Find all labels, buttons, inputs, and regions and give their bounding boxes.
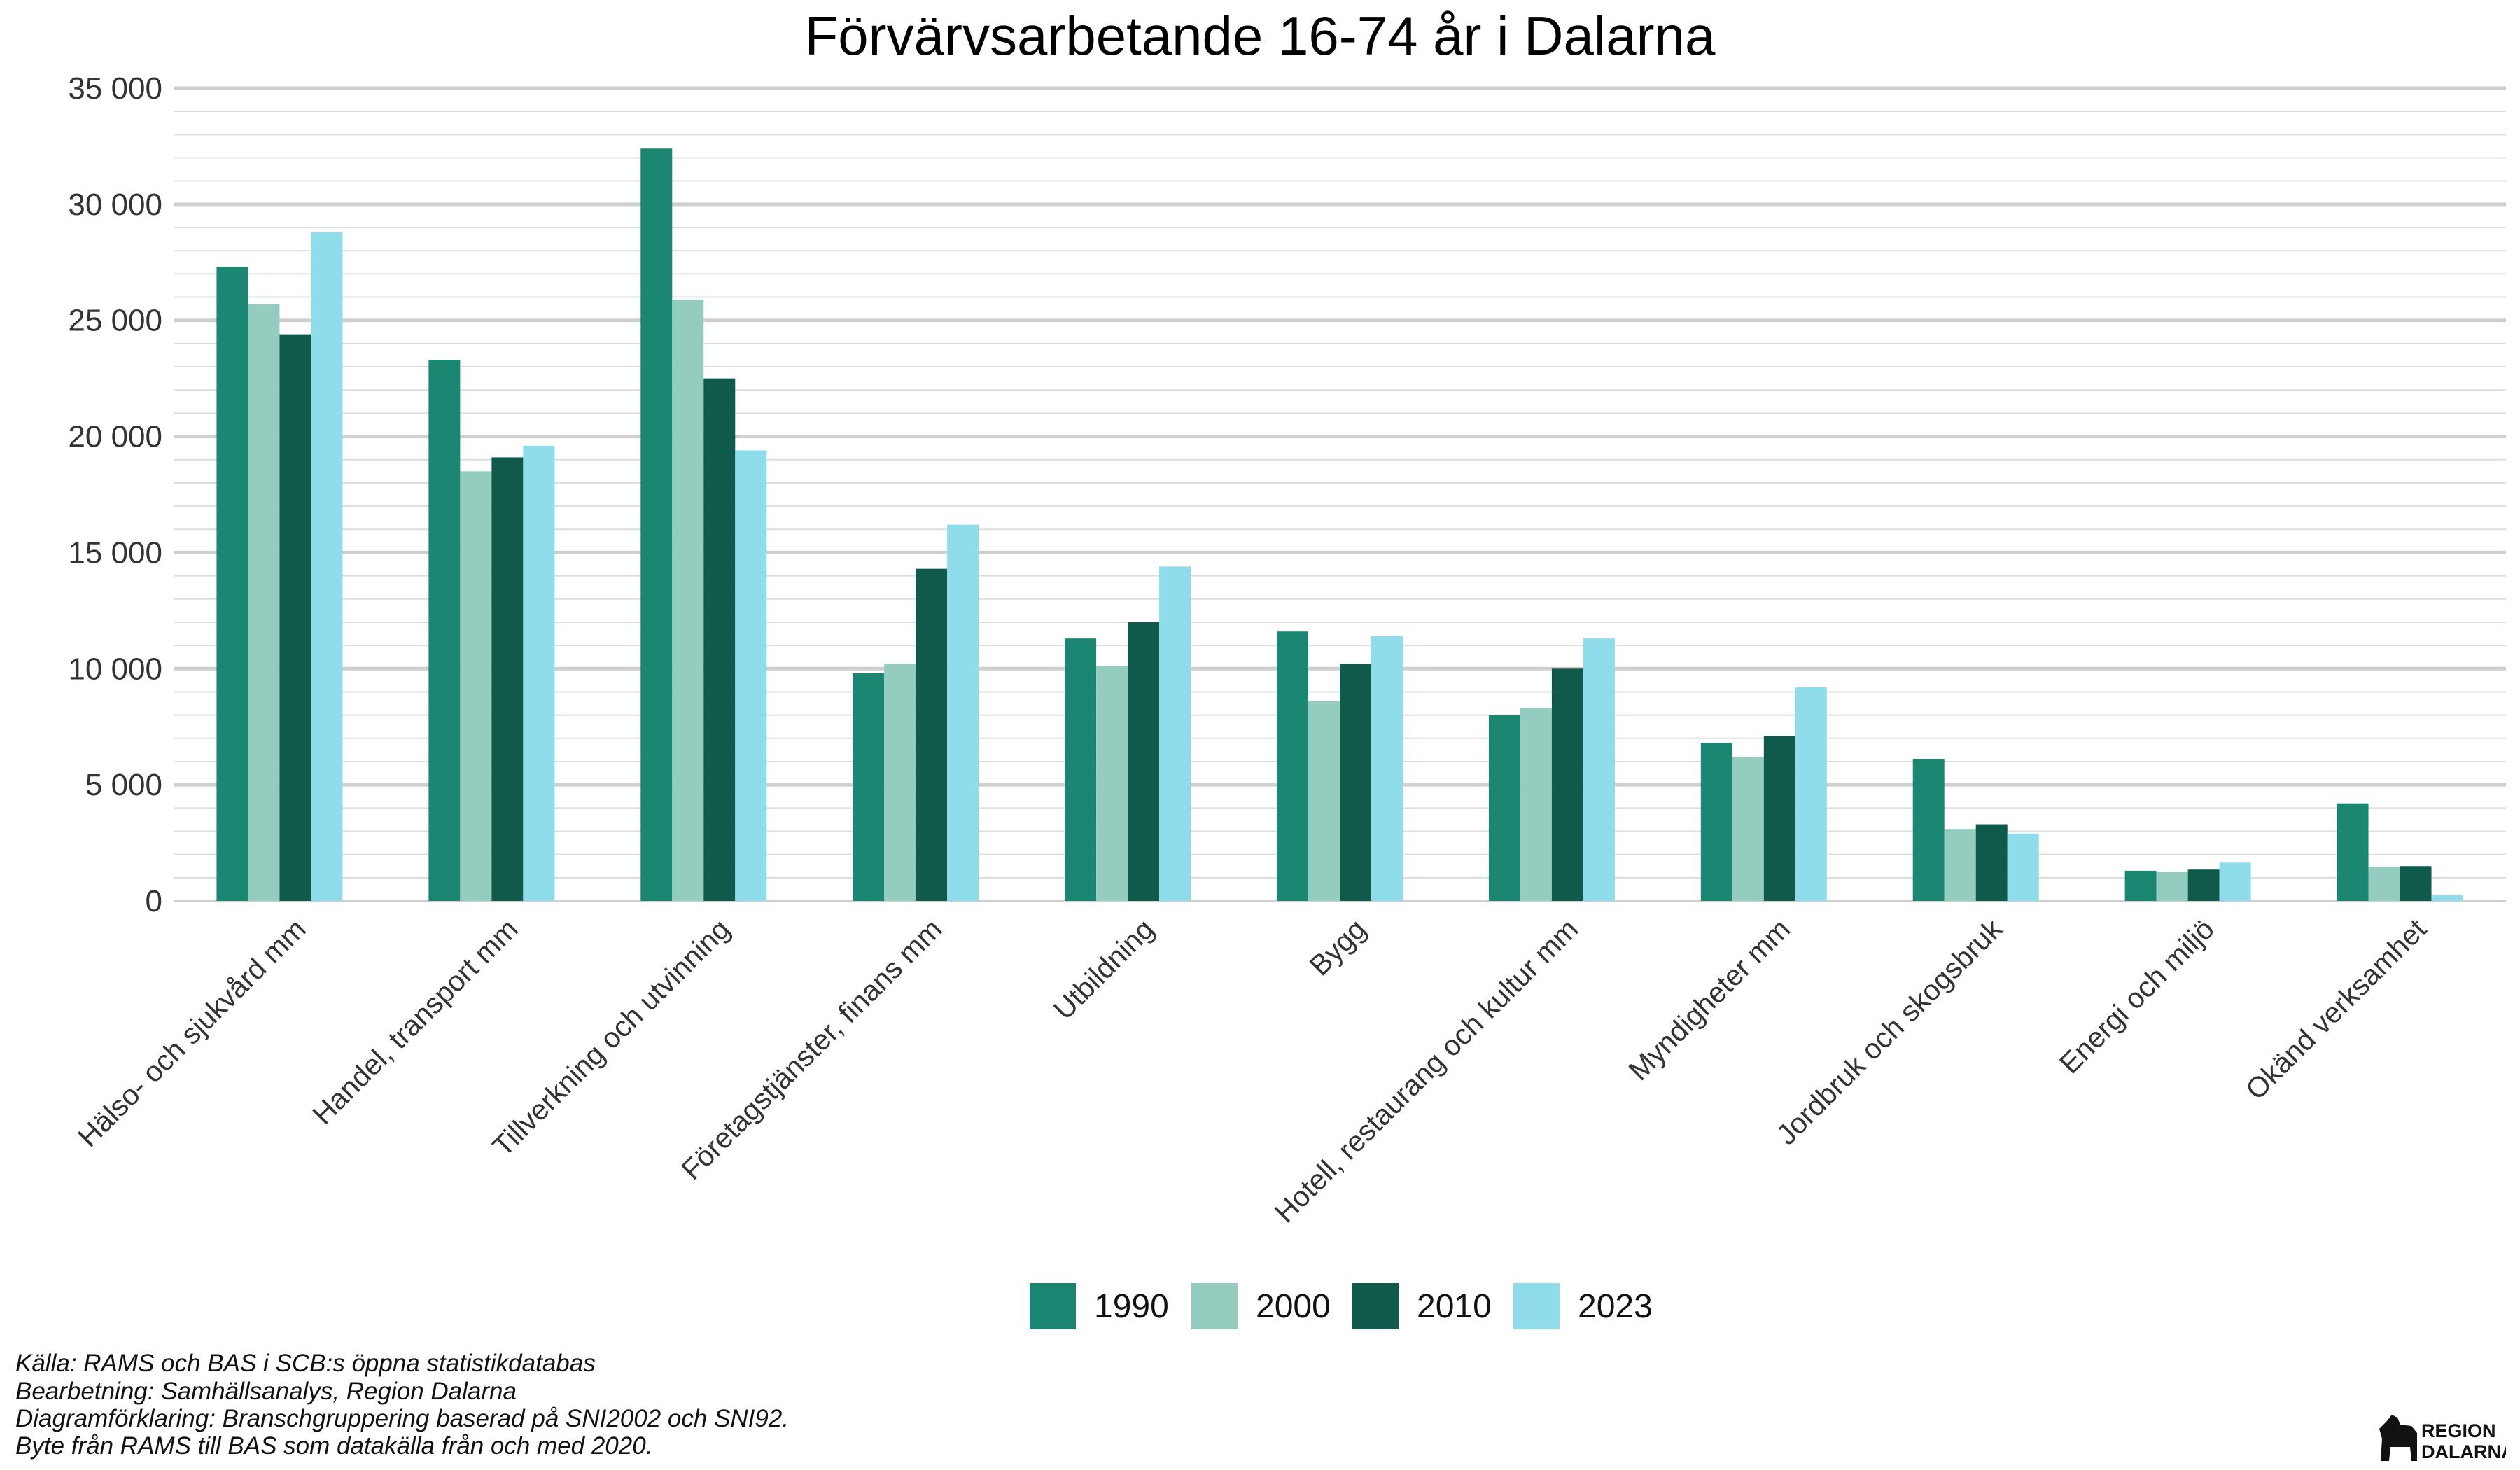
bar-2010 [1340, 664, 1371, 901]
bar-1990 [216, 267, 248, 901]
x-tick-label: Jordbruk och skogsbruk [1770, 912, 2009, 1151]
legend-swatch-2010 [1352, 1283, 1399, 1329]
bar-2010 [2188, 869, 2220, 901]
legend-swatch-2000 [1191, 1283, 1238, 1329]
bar-1990 [1700, 743, 1732, 901]
y-tick-label: 5 000 [85, 768, 162, 802]
bar-2000 [460, 471, 492, 901]
bar-2000 [1944, 829, 1976, 901]
y-tick-label: 35 000 [68, 71, 162, 106]
x-tick-label: Utbildning [1047, 913, 1160, 1026]
bar-2023 [947, 524, 979, 901]
bar-2023 [2007, 833, 2039, 901]
caption-explanation: Diagramförklaring: Branschgruppering bas… [15, 1405, 790, 1432]
caption-source-change: Byte från RAMS till BAS som datakälla fr… [15, 1432, 653, 1460]
legend-label-1990: 1990 [1094, 1288, 1169, 1325]
logo-line2: DALARNA [2421, 1441, 2506, 1462]
bar-2010 [704, 378, 736, 901]
x-tick-label: Bygg [1303, 913, 1373, 982]
x-tick-label: Energi och miljö [2053, 913, 2220, 1080]
bar-2023 [1583, 638, 1615, 901]
legend-swatch-1990 [1030, 1283, 1076, 1329]
y-tick-label: 20 000 [68, 420, 162, 454]
bar-2023 [735, 450, 767, 901]
bar-2010 [1975, 824, 2008, 901]
x-tick-label: Hälso- och sjukvård mm [71, 913, 312, 1153]
bar-2000 [1308, 701, 1340, 901]
logo-line1: REGION [2421, 1420, 2496, 1441]
x-tick-label: Myndigheter mm [1623, 913, 1796, 1086]
bar-2000 [2368, 867, 2400, 901]
bar-2000 [2156, 872, 2188, 901]
bar-2010 [491, 457, 524, 901]
bar-1990 [428, 360, 461, 901]
bar-2023 [2431, 895, 2463, 901]
bar-2000 [672, 299, 704, 901]
legend-label-2023: 2023 [1578, 1288, 1653, 1325]
bar-2010 [2400, 866, 2432, 901]
x-tick-label: Handel, transport mm [306, 913, 524, 1130]
y-tick-label: 0 [146, 884, 162, 918]
bar-2000 [1520, 708, 1552, 901]
x-tick-label: Okänd verksamhet [2239, 912, 2432, 1105]
legend-label-2000: 2000 [1256, 1288, 1331, 1325]
bar-1990 [2337, 803, 2369, 901]
dala-horse-icon: REGION DALARNA [2379, 1415, 2514, 1462]
bar-2000 [1096, 666, 1128, 901]
caption-processing: Bearbetning: Samhällsanalys, Region Dala… [15, 1378, 517, 1405]
bar-1990 [1277, 631, 1308, 901]
y-tick-label: 25 000 [68, 304, 162, 338]
bar-2023 [1795, 687, 1827, 901]
gridlines [174, 86, 2506, 902]
legend-label-2010: 2010 [1417, 1288, 1492, 1325]
y-tick-label: 30 000 [68, 188, 162, 222]
bar-1990 [2124, 870, 2157, 901]
bar-1990 [640, 148, 673, 901]
bar-1990 [1912, 759, 1945, 901]
region-dalarna-logo: REGION DALARNA [2376, 1410, 2514, 1466]
legend-swatch-2023 [1513, 1283, 1560, 1329]
bar-2023 [2219, 862, 2251, 901]
bar-1990 [1488, 715, 1520, 901]
chart-title: Förvärvsarbetande 16-74 år i Dalarna [805, 5, 1716, 66]
bar-2000 [884, 664, 916, 901]
bar-2010 [279, 334, 312, 901]
bar-1990 [853, 673, 885, 901]
bars [216, 148, 2463, 902]
bar-2010 [1128, 622, 1160, 901]
bar-2010 [916, 568, 948, 901]
bar-2010 [1551, 668, 1583, 901]
bar-2023 [311, 232, 343, 902]
legend: 1990 2000 2010 2023 [1030, 1283, 1653, 1329]
bar-2023 [1159, 566, 1191, 901]
bar-2000 [1732, 757, 1764, 901]
bar-2023 [1371, 636, 1403, 901]
y-tick-label: 15 000 [68, 536, 162, 570]
y-tick-label: 10 000 [68, 652, 162, 686]
caption-source: Källa: RAMS och BAS i SCB:s öppna statis… [15, 1350, 596, 1377]
bar-1990 [1065, 638, 1097, 901]
bar-2000 [248, 304, 280, 902]
x-tick-label: Tillverkning och utvinning [486, 913, 736, 1163]
y-axis-ticks: 0 5 000 10 000 15 000 20 000 25 000 30 000 35 0… [68, 71, 162, 918]
bar-2010 [1763, 736, 1795, 901]
bar-2023 [523, 445, 555, 901]
